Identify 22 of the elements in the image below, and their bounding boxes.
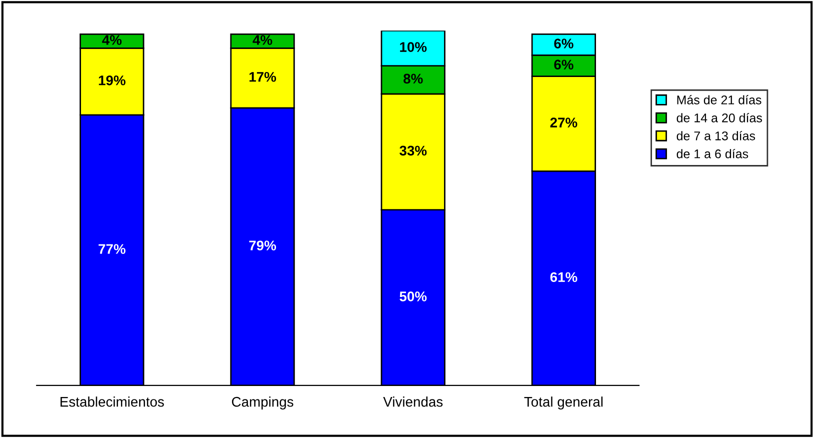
data-label: 8% xyxy=(404,74,423,84)
data-label: 79% xyxy=(249,240,276,250)
data-label: 4% xyxy=(102,35,122,45)
x-tick-label: Viviendas xyxy=(383,396,443,407)
x-tick-label: Total general xyxy=(524,396,603,410)
x-tick-label: Establecimientos xyxy=(60,396,164,407)
data-label: 50% xyxy=(400,292,427,302)
data-label: 27% xyxy=(550,118,578,128)
legend-label: Más de 21 días xyxy=(677,95,762,104)
data-label: 4% xyxy=(252,35,272,45)
data-label: 19% xyxy=(98,75,126,86)
data-label: 61% xyxy=(550,272,578,282)
legend-label: de 1 a 6 días xyxy=(676,148,748,158)
legend-label: de 7 a 13 días xyxy=(676,130,756,140)
data-label: 6% xyxy=(554,38,574,48)
data-label: 10% xyxy=(400,42,427,52)
data-label: 77% xyxy=(98,244,126,254)
data-label: 6% xyxy=(554,60,574,70)
data-label: 33% xyxy=(400,146,427,156)
legend-label: de 14 a 20 días xyxy=(676,113,762,122)
x-tick-label: Campings xyxy=(232,396,294,410)
data-label: 17% xyxy=(249,72,276,82)
